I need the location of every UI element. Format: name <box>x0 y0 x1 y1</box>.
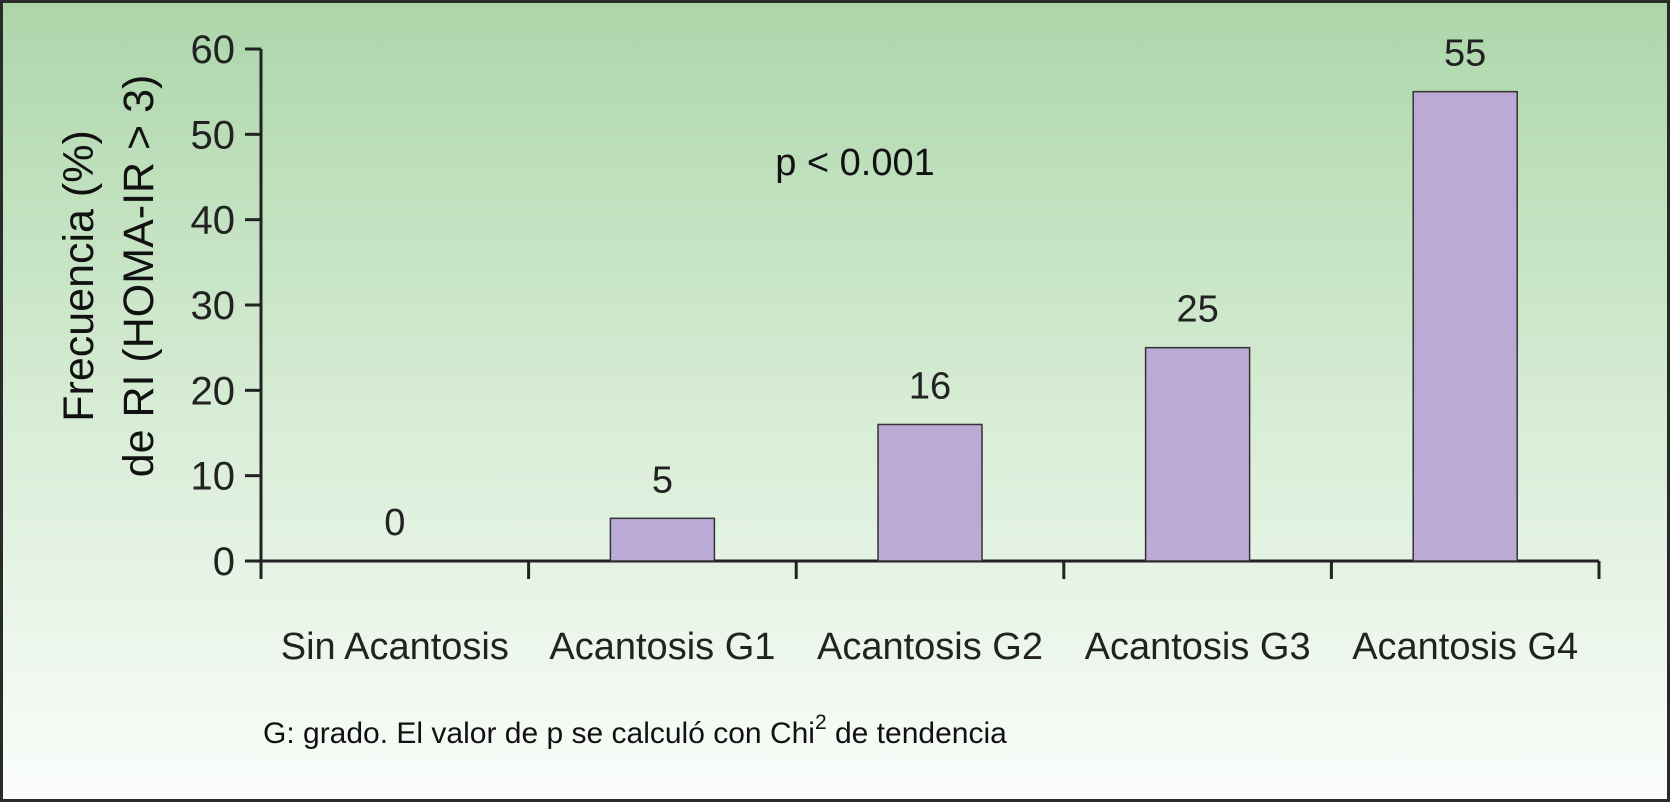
x-category-label: Acantosis G4 <box>1352 626 1578 668</box>
data-labels: 0 5 16 25 55 <box>384 33 1486 544</box>
data-label: 25 <box>1176 289 1218 331</box>
bar <box>1144 346 1251 562</box>
y-tick-label: 30 <box>191 284 236 328</box>
footnote: G: grado. El valor de p se calculó con C… <box>263 711 1007 750</box>
x-category-label: Acantosis G1 <box>549 626 775 668</box>
x-category-label: Sin Acantosis <box>281 626 509 668</box>
y-tick-label: 0 <box>213 540 235 584</box>
bars <box>609 90 1518 562</box>
data-label: 0 <box>384 502 405 544</box>
bar <box>609 517 716 562</box>
y-axis-title-line2: de RI (HOMA-IR > 3) <box>115 75 163 478</box>
footnote-superscript: 2 <box>815 711 827 734</box>
y-tick-label: 50 <box>191 113 236 157</box>
x-category-label: Acantosis G3 <box>1085 626 1311 668</box>
bar <box>1412 90 1518 562</box>
footnote-tail: de tendencia <box>827 717 1007 750</box>
data-label: 5 <box>652 459 673 501</box>
y-tick-label: 20 <box>191 369 236 413</box>
data-label: 16 <box>909 365 951 407</box>
p-value-annotation: p < 0.001 <box>775 142 935 184</box>
y-tick-label: 10 <box>191 455 236 499</box>
y-tick-label: 40 <box>191 199 236 243</box>
y-axis-title-line1: Frecuencia (%) <box>55 130 103 422</box>
bar <box>877 423 983 562</box>
bar-chart: Frecuencia (%) de RI (HOMA-IR > 3) p < 0… <box>55 28 1601 750</box>
footnote-text: G: grado. El valor de p se calculó con C… <box>263 717 815 750</box>
y-tick-label: 60 <box>191 28 236 72</box>
data-label: 55 <box>1444 33 1486 75</box>
x-category-label: Acantosis G2 <box>817 626 1043 668</box>
